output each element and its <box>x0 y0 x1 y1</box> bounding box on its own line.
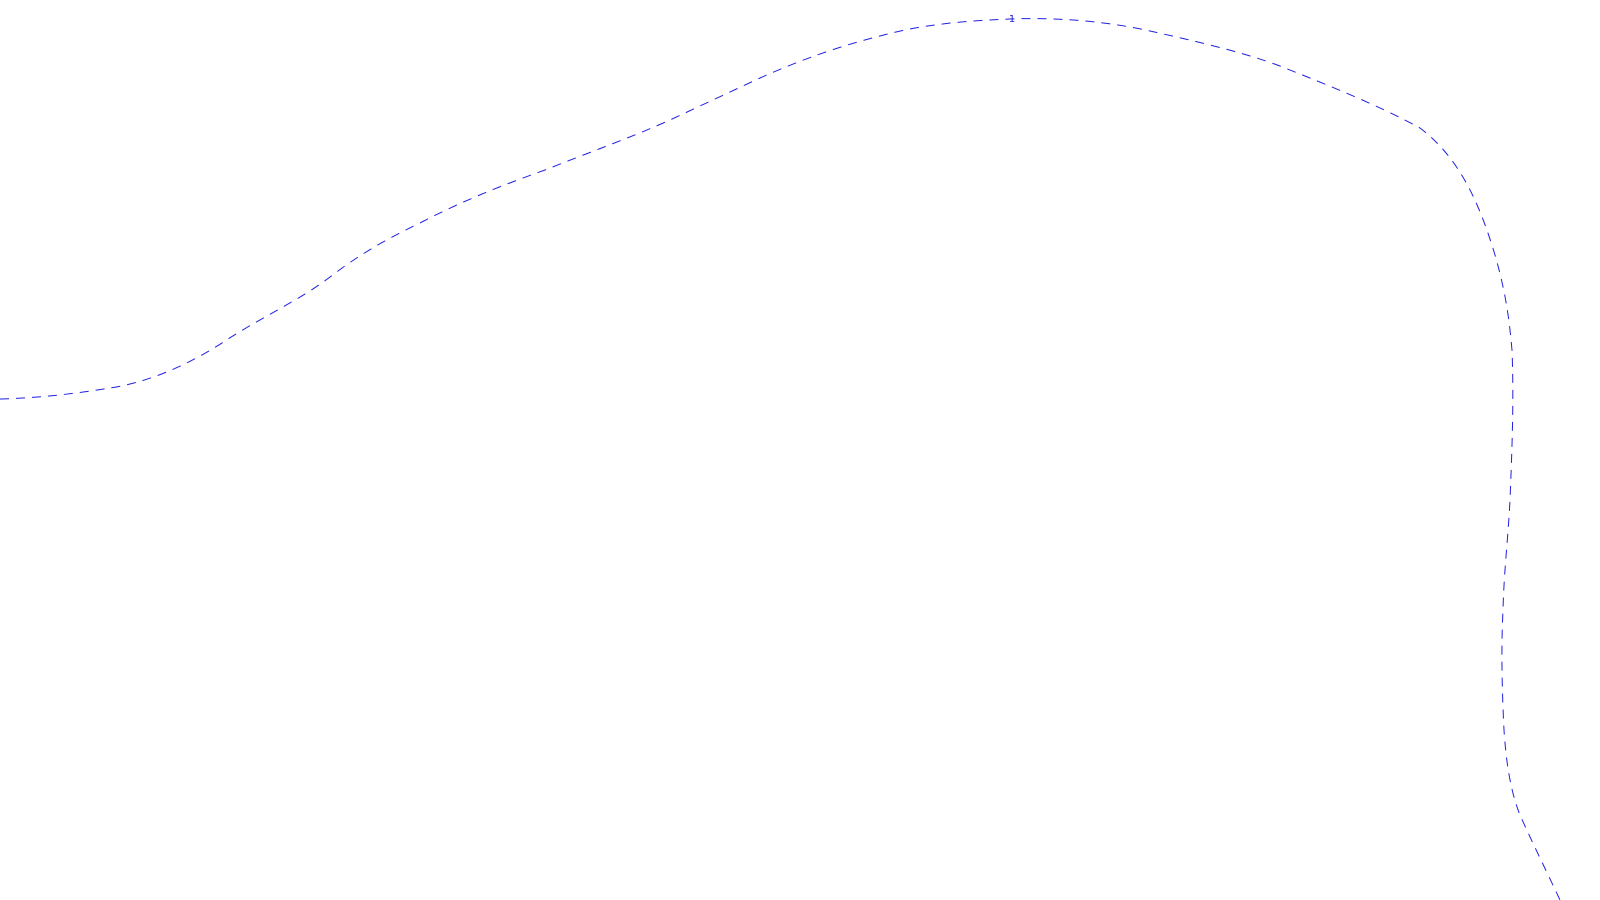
boundary-label: 1 <box>1009 14 1015 25</box>
dashed-boundary-line <box>0 18 1561 900</box>
